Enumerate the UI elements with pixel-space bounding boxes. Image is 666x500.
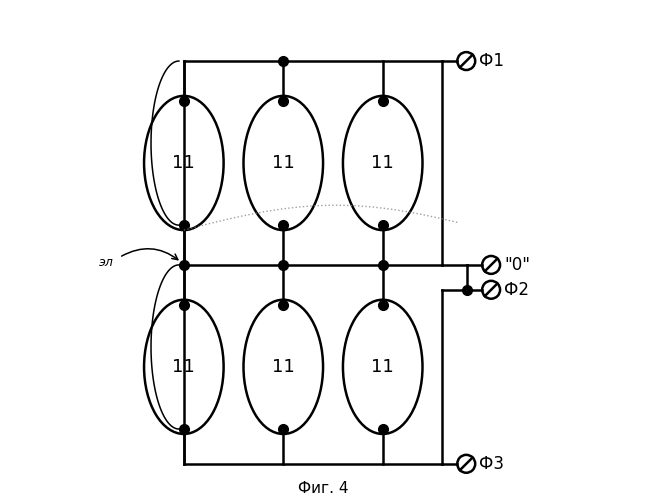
Text: 11: 11 xyxy=(272,358,294,376)
Text: 11: 11 xyxy=(172,154,195,172)
Text: "0": "0" xyxy=(504,256,530,274)
Text: 11: 11 xyxy=(372,358,394,376)
Text: 11: 11 xyxy=(172,358,195,376)
Text: Ф3: Ф3 xyxy=(479,455,504,473)
Text: Фиг. 4: Фиг. 4 xyxy=(298,481,348,496)
Text: эл: эл xyxy=(99,256,114,269)
Text: 11: 11 xyxy=(272,154,294,172)
Text: Ф2: Ф2 xyxy=(504,281,529,299)
Text: 11: 11 xyxy=(372,154,394,172)
Text: Ф1: Ф1 xyxy=(479,52,504,70)
